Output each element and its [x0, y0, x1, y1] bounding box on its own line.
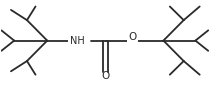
Text: O: O	[102, 71, 110, 81]
Text: NH: NH	[70, 36, 84, 46]
Text: O: O	[128, 32, 137, 42]
